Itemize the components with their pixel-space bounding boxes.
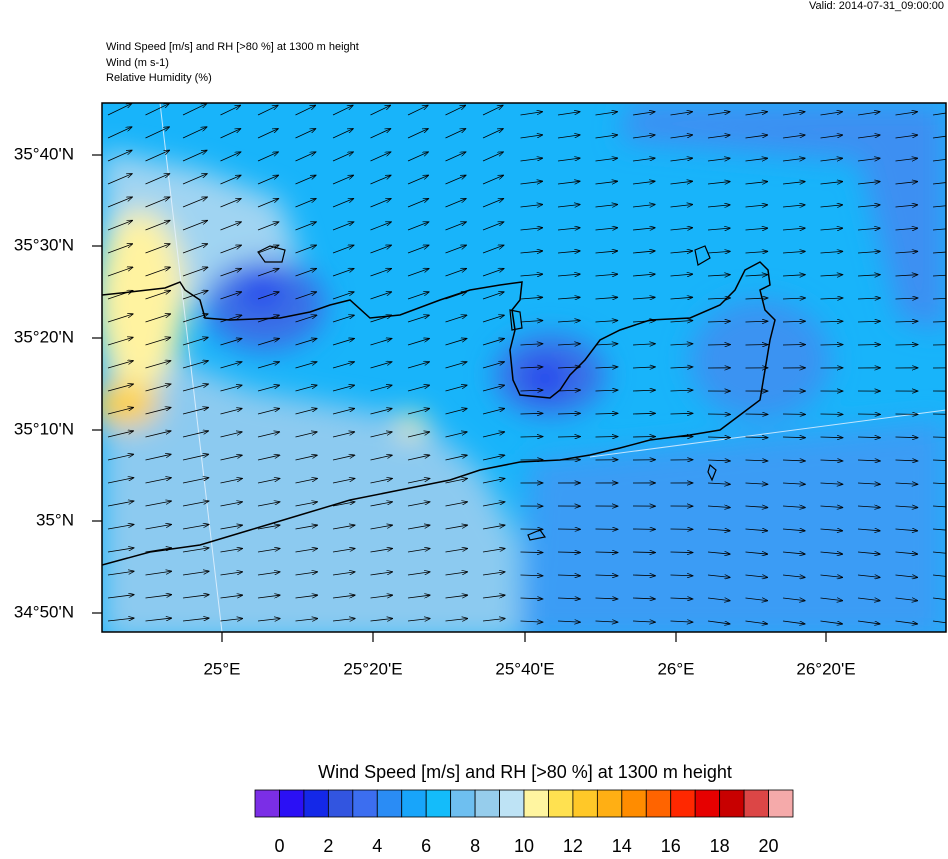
- colorbar-tick-label: 18: [710, 836, 730, 854]
- lat-label: 35°30'N: [14, 235, 74, 254]
- title-line: Wind (m s-1): [106, 57, 169, 69]
- colorbar: 0 2 4 6 8 10 12 14 16 18 20: [255, 790, 793, 854]
- color-box: [524, 790, 548, 817]
- color-box: [744, 790, 768, 817]
- color-box: [622, 790, 646, 817]
- colorbar-tick-label: 20: [759, 836, 779, 854]
- wind-arrow: [633, 552, 655, 553]
- colorbar-tick-label: 2: [323, 836, 333, 854]
- wind-arrow: [558, 552, 580, 553]
- color-box: [646, 790, 670, 817]
- lon-label: 25°20'E: [343, 659, 402, 678]
- colorbar-tick-label: 10: [514, 836, 534, 854]
- wind-arrow: [521, 552, 543, 553]
- wind-arrow: [671, 552, 693, 553]
- lat-label: 35°N: [36, 510, 74, 529]
- lat-label: 35°40'N: [14, 144, 74, 163]
- color-box: [377, 790, 401, 817]
- color-box: [451, 790, 475, 817]
- color-box: [402, 790, 426, 817]
- title-line: Relative Humidity (%): [106, 72, 212, 84]
- map-field: [90, 103, 948, 640]
- colorbar-tick-label: 6: [421, 836, 431, 854]
- colorbar-title: Wind Speed [m/s] and RH [>80 %] at 1300 …: [318, 762, 732, 782]
- color-box: [720, 790, 744, 817]
- valid-time: Valid: 2014-07-31_09:00:00: [809, 0, 944, 12]
- lon-label: 25°40'E: [495, 659, 554, 678]
- color-box: [769, 790, 793, 817]
- wind-arrow: [596, 552, 618, 553]
- color-box: [671, 790, 695, 817]
- color-box: [500, 790, 524, 817]
- color-box: [573, 790, 597, 817]
- color-box: [279, 790, 303, 817]
- color-box: [475, 790, 499, 817]
- lat-label: 34°50'N: [14, 602, 74, 621]
- colorbar-tick-label: 8: [470, 836, 480, 854]
- colorbar-tick-label: 4: [372, 836, 382, 854]
- lon-label: 25°E: [203, 659, 240, 678]
- color-box: [353, 790, 377, 817]
- color-box: [548, 790, 572, 817]
- color-box: [426, 790, 450, 817]
- lon-label: 26°E: [657, 659, 694, 678]
- color-box: [255, 790, 279, 817]
- lat-label: 35°20'N: [14, 327, 74, 346]
- color-box: [328, 790, 352, 817]
- color-box: [695, 790, 719, 817]
- lat-label: 35°10'N: [14, 419, 74, 438]
- lon-label: 26°20'E: [796, 659, 855, 678]
- colorbar-tick-label: 16: [661, 836, 681, 854]
- color-box: [304, 790, 328, 817]
- title-line: Wind Speed [m/s] and RH [>80 %] at 1300 …: [106, 41, 359, 53]
- colorbar-tick-label: 14: [612, 836, 632, 854]
- color-box: [597, 790, 621, 817]
- colorbar-tick-label: 12: [563, 836, 583, 854]
- colorbar-tick-label: 0: [274, 836, 284, 854]
